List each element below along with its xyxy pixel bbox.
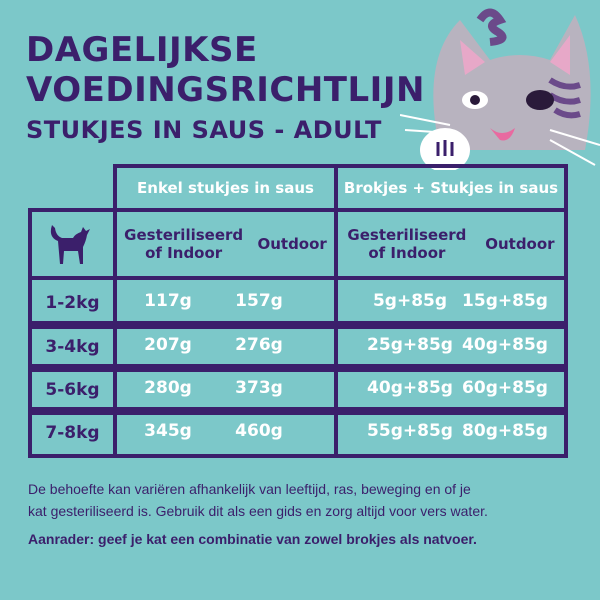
cat-illustration: [400, 8, 600, 170]
label: of Indoor: [145, 244, 223, 262]
table-cell: 55g+85g: [367, 420, 453, 441]
advice-text: Aanrader: geef je kat een combinatie van…: [28, 531, 477, 547]
table-cell: 15g+85g: [462, 290, 548, 311]
table-cell: 80g+85g: [462, 420, 548, 441]
subheader-outdoor: Outdoor: [257, 235, 327, 253]
cat-icon-cell: [28, 208, 117, 280]
cat-silhouette-icon: [50, 225, 90, 264]
table-row-group2: [334, 364, 568, 415]
subtitle: STUKJES IN SAUS - ADULT: [26, 116, 382, 144]
title-line-1: DAGELIJKSE: [26, 30, 258, 70]
group-header-wet-only: Enkel stukjes in saus: [113, 164, 338, 212]
table-cell: 40g+85g: [367, 377, 453, 398]
table-cell: 40g+85g: [462, 334, 548, 355]
label: Gesteriliseerd: [124, 226, 244, 244]
table-cell: 460g: [235, 420, 283, 441]
table-cell: 280g: [144, 377, 192, 398]
subheader-sterilised-indoor: Gesteriliseerd of Indoor: [347, 226, 466, 262]
table-row-group2: [334, 407, 568, 458]
table-cell: 60g+85g: [462, 377, 548, 398]
group-header-mixed: Brokjes + Stukjes in saus: [334, 164, 568, 212]
label: of Indoor: [368, 244, 446, 262]
table-cell: 345g: [144, 420, 192, 441]
title-line-2: VOEDINGSRICHTLIJN: [26, 70, 425, 110]
subheader-sterilised-indoor: Gesteriliseerd of Indoor: [124, 226, 243, 262]
table-cell: 25g+85g: [367, 334, 453, 355]
table-cell: 276g: [235, 334, 283, 355]
subheader-group2: Gesteriliseerd of Indoor Outdoor: [334, 208, 568, 280]
label: Gesteriliseerd: [347, 226, 467, 244]
table-cell: 5g+85g: [372, 290, 448, 311]
table-cell: 157g: [235, 290, 283, 311]
subheader-group1: Gesteriliseerd of Indoor Outdoor: [113, 208, 338, 280]
table-row-group2: [334, 276, 568, 329]
note-line-2: kat gesteriliseerd is. Gebruik dit als e…: [28, 503, 488, 519]
table-cell: 117g: [144, 290, 192, 311]
note-line-1: De behoefte kan variëren afhankelijk van…: [28, 481, 471, 497]
note-text: De behoefte kan variëren afhankelijk van…: [28, 478, 488, 522]
table-cell: 373g: [235, 377, 283, 398]
weight-label: 7-8kg: [28, 407, 117, 458]
subheader-outdoor: Outdoor: [485, 235, 555, 253]
table-cell: 207g: [144, 334, 192, 355]
table-row-group2: [334, 321, 568, 372]
